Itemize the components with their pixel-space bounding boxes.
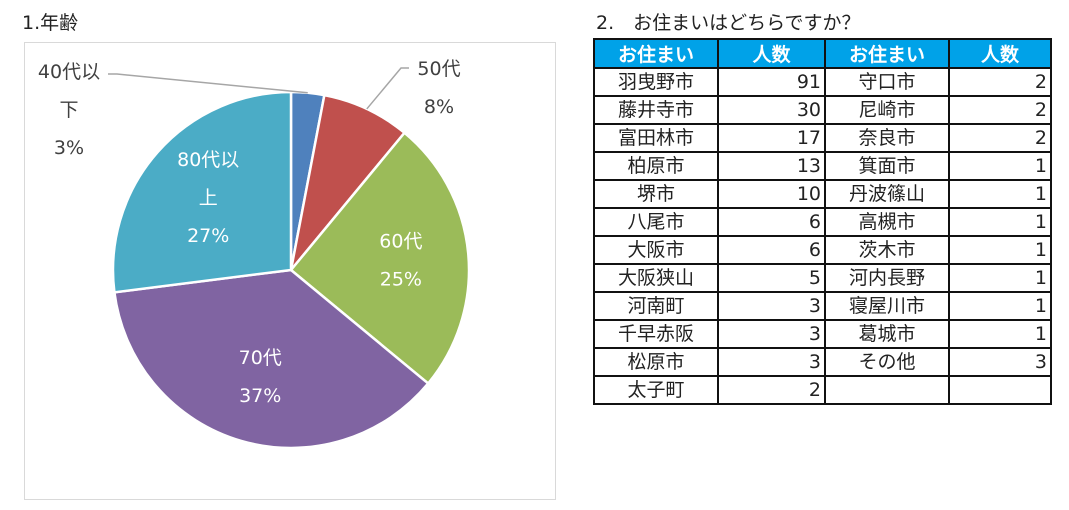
slice-category-label: 50代 [417,58,460,80]
slice-percent-label: 3% [54,137,84,159]
residence-cell: その他 [824,347,950,377]
count-cell: 17 [717,123,826,153]
leader-line-1 [366,67,409,110]
slice-category-label: 40代以 [38,61,100,83]
count-cell: 2 [948,67,1052,97]
count-cell: 91 [717,67,826,97]
pie-slice-2 [289,131,471,386]
header-count-1: 人数 [717,38,826,69]
residence-cell: 堺市 [593,179,719,209]
table-row: 千早赤阪 3 葛城市 1 [593,319,1052,349]
count-cell: 10 [717,179,826,209]
residence-title: 2. お住まいはどちらですか？ [596,12,861,34]
count-cell: 3 [717,347,826,377]
residence-cell: 羽曳野市 [593,67,719,97]
slice-category-label: 70代 [239,347,282,369]
count-cell: 1 [948,235,1052,265]
slice-category-label: 下 [59,99,78,121]
header-residence-1: お住まい [593,38,719,69]
count-cell: 6 [717,207,826,237]
residence-cell: 河内長野 [824,263,950,293]
count-cell: 2 [717,375,826,405]
header-count-2: 人数 [948,38,1052,69]
count-cell: 1 [948,151,1052,181]
pie-slice-1 [289,93,407,271]
count-cell: 1 [948,319,1052,349]
pie-slice-3 [113,268,430,450]
count-cell: 3 [717,319,826,349]
residence-cell: 千早赤阪 [593,319,719,349]
table-row: 藤井寺市 30 尼崎市 2 [593,95,1052,125]
residence-table: お住まい 人数 お住まい 人数 羽曳野市 91 守口市 2 藤井寺市 30 尼崎市 2 富田林市… [593,38,1052,405]
table-row: 大阪狭山 5 河内長野 1 [593,263,1052,293]
count-cell: 30 [717,95,826,125]
empty-cell [948,375,1052,405]
age-chart-title: 1.年齢 [22,12,79,34]
slice-percent-label: 27% [187,225,229,247]
residence-cell: 葛城市 [824,319,950,349]
residence-cell: 松原市 [593,347,719,377]
header-residence-2: お住まい [824,38,950,69]
table-row: 大阪市 6 茨木市 1 [593,235,1052,265]
residence-cell: 河南町 [593,291,719,321]
table-row: 太子町 2 [593,375,1052,405]
residence-cell: 富田林市 [593,123,719,153]
table-row: 堺市 10 丹波篠山 1 [593,179,1052,209]
residence-cell: 丹波篠山 [824,179,950,209]
count-cell: 2 [948,123,1052,153]
residence-cell: 奈良市 [824,123,950,153]
residence-cell: 太子町 [593,375,719,405]
residence-cell: 藤井寺市 [593,95,719,125]
slice-category-label: 60代 [379,231,422,253]
table-row: 河南町 3 寝屋川市 1 [593,291,1052,321]
table-row: 八尾市 6 高槻市 1 [593,207,1052,237]
slice-percent-label: 25% [380,269,422,291]
count-cell: 1 [948,291,1052,321]
count-cell: 1 [948,207,1052,237]
slice-category-label: 80代以 [177,149,239,171]
count-cell: 6 [717,235,826,265]
table-row: 柏原市 13 箕面市 1 [593,151,1052,181]
residence-cell: 大阪市 [593,235,719,265]
pie-chart-frame: 60代 25% 70代 37% 80代以上 27% 40代以下 3% 50代 8% [24,42,556,500]
count-cell: 3 [717,291,826,321]
residence-cell: 箕面市 [824,151,950,181]
count-cell: 2 [948,95,1052,125]
slice-percent-label: 37% [239,385,281,407]
count-cell: 1 [948,179,1052,209]
residence-cell: 柏原市 [593,151,719,181]
slice-percent-label: 8% [424,96,454,118]
count-cell: 3 [948,347,1052,377]
residence-cell: 守口市 [824,67,950,97]
table-header-row: お住まい 人数 お住まい 人数 [593,38,1052,69]
count-cell: 1 [948,263,1052,293]
residence-cell: 高槻市 [824,207,950,237]
count-cell: 5 [717,263,826,293]
slice-category-label: 上 [199,187,218,209]
pie-slice-4 [111,90,293,294]
residence-cell: 大阪狭山 [593,263,719,293]
residence-cell: 茨木市 [824,235,950,265]
leader-line-0 [108,73,308,94]
table-row: 羽曳野市 91 守口市 2 [593,67,1052,97]
residence-cell: 寝屋川市 [824,291,950,321]
table-row: 富田林市 17 奈良市 2 [593,123,1052,153]
residence-cell: 尼崎市 [824,95,950,125]
count-cell: 13 [717,151,826,181]
table-row: 松原市 3 その他 3 [593,347,1052,377]
residence-cell: 八尾市 [593,207,719,237]
empty-cell [824,375,950,405]
